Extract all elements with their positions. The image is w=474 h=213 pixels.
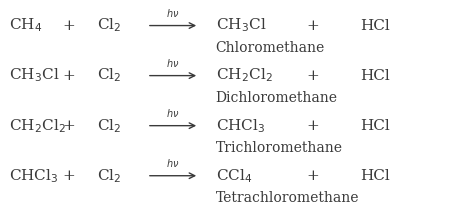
Text: Cl$_2$: Cl$_2$ bbox=[97, 17, 121, 35]
Text: HCl: HCl bbox=[360, 169, 390, 183]
Text: Dichloromethane: Dichloromethane bbox=[216, 91, 337, 105]
Text: HCl: HCl bbox=[360, 119, 390, 133]
Text: CH$_2$Cl$_2$: CH$_2$Cl$_2$ bbox=[216, 67, 273, 85]
Text: Trichloromethane: Trichloromethane bbox=[216, 141, 343, 155]
Text: CHCl$_3$: CHCl$_3$ bbox=[216, 117, 265, 135]
Text: $h\nu$: $h\nu$ bbox=[166, 7, 180, 19]
Text: HCl: HCl bbox=[360, 69, 390, 83]
Text: +: + bbox=[307, 19, 319, 33]
Text: CCl$_4$: CCl$_4$ bbox=[216, 167, 252, 185]
Text: +: + bbox=[63, 119, 75, 133]
Text: Cl$_2$: Cl$_2$ bbox=[97, 67, 121, 85]
Text: +: + bbox=[307, 119, 319, 133]
Text: HCl: HCl bbox=[360, 19, 390, 33]
Text: CHCl$_3$: CHCl$_3$ bbox=[9, 167, 59, 185]
Text: Tetrachloromethane: Tetrachloromethane bbox=[216, 191, 359, 205]
Text: $h\nu$: $h\nu$ bbox=[166, 157, 180, 169]
Text: CH$_2$Cl$_2$: CH$_2$Cl$_2$ bbox=[9, 117, 66, 135]
Text: +: + bbox=[307, 169, 319, 183]
Text: $h\nu$: $h\nu$ bbox=[166, 107, 180, 119]
Text: CH$_4$: CH$_4$ bbox=[9, 17, 43, 35]
Text: +: + bbox=[63, 169, 75, 183]
Text: +: + bbox=[307, 69, 319, 83]
Text: Chloromethane: Chloromethane bbox=[216, 41, 325, 55]
Text: CH$_3$Cl: CH$_3$Cl bbox=[216, 17, 266, 35]
Text: Cl$_2$: Cl$_2$ bbox=[97, 117, 121, 135]
Text: +: + bbox=[63, 19, 75, 33]
Text: Cl$_2$: Cl$_2$ bbox=[97, 167, 121, 185]
Text: $h\nu$: $h\nu$ bbox=[166, 57, 180, 69]
Text: +: + bbox=[63, 69, 75, 83]
Text: CH$_3$Cl: CH$_3$Cl bbox=[9, 67, 60, 85]
